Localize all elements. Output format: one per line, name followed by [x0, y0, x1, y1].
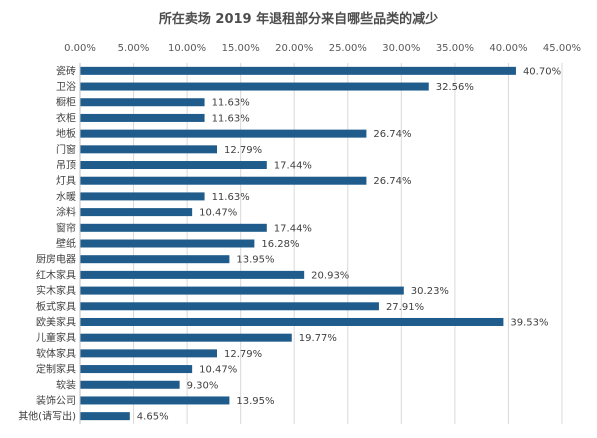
category-label: 儿童家具 [36, 331, 76, 344]
bar [80, 161, 267, 170]
data-label: 39.53% [510, 317, 548, 328]
category-label: 装饰公司 [36, 394, 76, 407]
data-label: 17.44% [274, 223, 312, 234]
bar [80, 270, 305, 279]
x-tick-label: 20.00% [275, 43, 313, 54]
bar [80, 98, 205, 107]
category-label: 瓷砖 [56, 64, 76, 77]
bar [80, 302, 379, 311]
data-label: 17.44% [274, 161, 312, 172]
category-label: 地板 [56, 127, 76, 140]
category-label: 软体家具 [36, 347, 76, 360]
data-label: 12.79% [224, 145, 262, 156]
data-label: 40.70% [523, 66, 561, 77]
data-label: 32.56% [436, 82, 474, 93]
data-label: 13.95% [236, 255, 274, 266]
x-tick-label: 30.00% [382, 43, 420, 54]
category-label: 定制家具 [36, 363, 76, 376]
category-label: 壁纸 [56, 237, 76, 250]
x-tick-label: 5.00% [118, 43, 150, 54]
data-label: 9.30% [187, 380, 219, 391]
data-label: 10.47% [199, 365, 237, 376]
data-label: 16.28% [261, 239, 299, 250]
category-label: 软装 [56, 378, 76, 391]
bar [80, 223, 267, 232]
data-label: 4.65% [137, 412, 169, 423]
data-label: 11.63% [212, 113, 250, 124]
bar [80, 317, 504, 326]
data-label: 30.23% [411, 286, 449, 297]
bar [80, 239, 255, 248]
category-label: 门窗 [56, 143, 76, 156]
x-tick-label: 35.00% [436, 43, 474, 54]
bar [80, 396, 230, 405]
x-tick-label: 40.00% [489, 43, 527, 54]
category-label: 实木家具 [36, 284, 76, 297]
bar [80, 208, 193, 217]
x-tick-label: 25.00% [329, 43, 367, 54]
category-label: 橱柜 [56, 96, 76, 109]
x-tick-label: 15.00% [222, 43, 260, 54]
category-label: 涂料 [56, 206, 76, 219]
data-label: 12.79% [224, 349, 262, 360]
chart-title: 所在卖场 2019 年退租部分来自哪些品类的减少 [158, 12, 439, 27]
data-label: 11.63% [212, 192, 250, 203]
category-label: 窗帘 [56, 221, 76, 234]
category-label: 衣柜 [56, 111, 76, 124]
bar [80, 129, 367, 138]
category-label: 吊顶 [56, 160, 76, 172]
category-label: 灯具 [56, 175, 76, 187]
data-label: 13.95% [236, 396, 274, 407]
category-label: 欧美家具 [36, 315, 76, 328]
data-label: 11.63% [212, 98, 250, 109]
category-label: 卫浴 [56, 81, 76, 93]
x-tick-label: 10.00% [168, 43, 206, 54]
bar [80, 255, 230, 264]
data-label: 19.77% [299, 333, 337, 344]
data-label: 10.47% [199, 208, 237, 219]
bar [80, 333, 292, 342]
bar [80, 349, 217, 358]
category-label: 板式家具 [36, 300, 76, 313]
bar [80, 82, 429, 91]
bar [80, 412, 130, 421]
bar [80, 365, 193, 374]
data-label: 27.91% [386, 302, 424, 313]
bar [80, 145, 217, 154]
data-label: 26.74% [373, 129, 411, 140]
bar [80, 113, 205, 122]
category-label: 红木家具 [36, 268, 76, 281]
data-label: 26.74% [373, 176, 411, 187]
bar [80, 286, 404, 295]
category-label: 其他(请写出) [18, 410, 76, 423]
bar [80, 66, 516, 75]
bar [80, 176, 367, 185]
x-tick-label: 0.00% [64, 43, 96, 54]
x-tick-label: 45.00% [543, 43, 581, 54]
data-label: 20.93% [311, 270, 349, 281]
bar [80, 192, 205, 201]
category-label: 厨房电器 [36, 253, 76, 266]
bar [80, 380, 180, 389]
category-label: 水暖 [56, 190, 76, 203]
